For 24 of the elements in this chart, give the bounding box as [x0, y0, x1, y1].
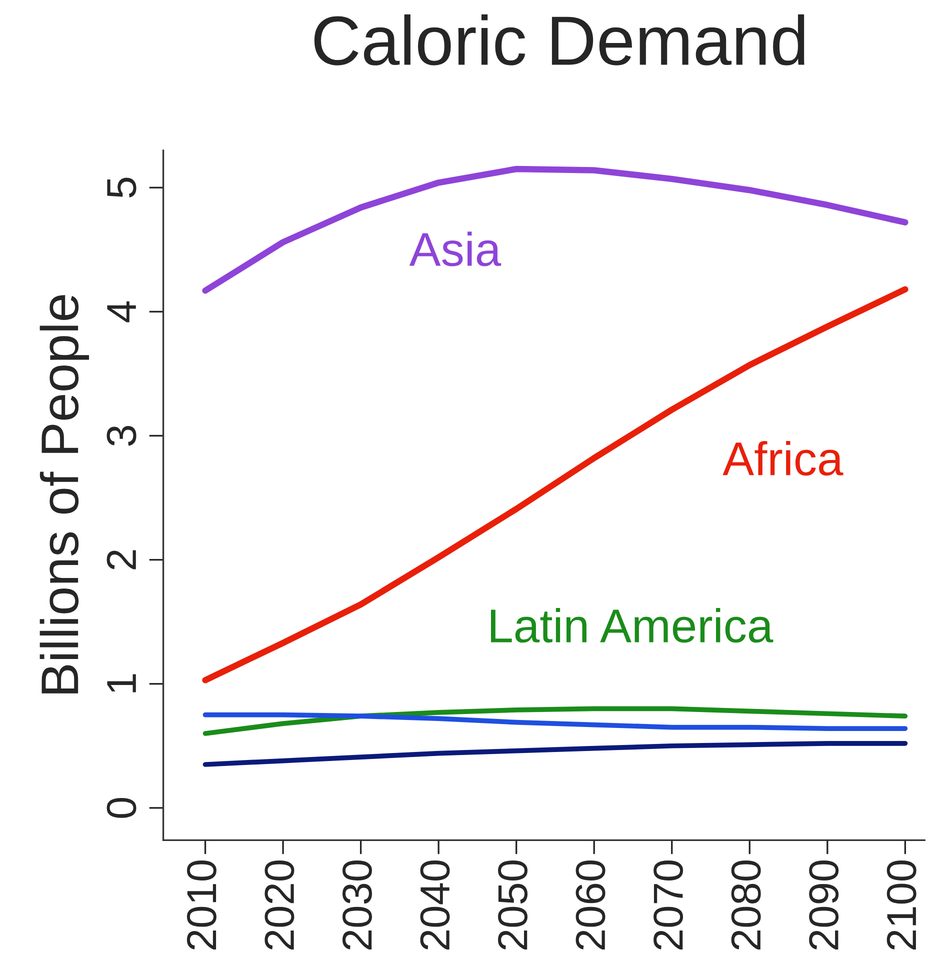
x-tick-label: 2040 — [420, 860, 450, 950]
x-tick-label: 2090 — [809, 860, 839, 950]
x-tick-label: 2070 — [654, 860, 684, 950]
y-tick-label: 2 — [106, 550, 136, 570]
x-tick-label: 2060 — [576, 860, 606, 950]
x-tick-label: 2010 — [186, 860, 216, 950]
y-tick-label: 4 — [107, 301, 136, 322]
x-tick-label: 2050 — [498, 860, 528, 950]
chart-title: Caloric Demand — [314, 14, 804, 66]
y-tick-label: 0 — [106, 798, 136, 818]
series-label: Latin America — [490, 608, 774, 643]
x-tick-label: 2020 — [264, 860, 294, 950]
series-label: Africa — [722, 440, 844, 476]
y-tick-label: 3 — [106, 426, 136, 446]
line-series — [202, 712, 908, 731]
y-tick-label: 1 — [107, 674, 136, 692]
x-tick-label: 2030 — [342, 860, 372, 950]
y-axis-title: Billions of People — [40, 295, 90, 694]
x-tick-label: 2080 — [731, 860, 761, 950]
y-tick-label: 5 — [107, 178, 136, 198]
x-tick-label: 2100 — [886, 860, 916, 950]
line-series — [202, 706, 908, 736]
line-series — [202, 740, 908, 767]
series-label: Asia — [409, 232, 502, 266]
